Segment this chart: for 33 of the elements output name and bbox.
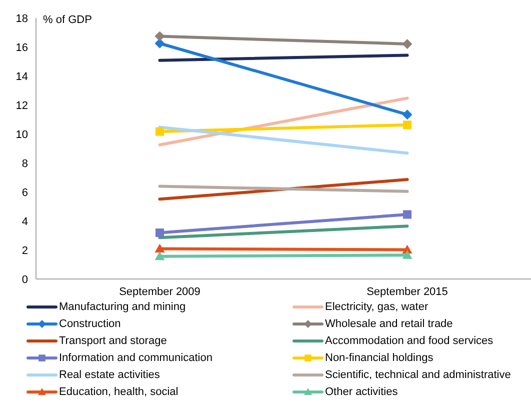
legend-label: Information and communication <box>59 352 212 364</box>
y-tick-label: 6 <box>22 186 28 199</box>
y-tick-label: 2 <box>22 244 28 257</box>
point <box>402 110 412 120</box>
y-tick-label: 18 <box>16 12 28 25</box>
legend-label: Accommodation and food services <box>325 334 494 346</box>
x-tick-label: September 2009 <box>119 286 200 298</box>
legend-label: Non-financial holdings <box>325 352 434 364</box>
legend-label: Manufacturing and mining <box>59 300 186 312</box>
point <box>154 38 165 48</box>
legend-label: Other activities <box>325 386 398 398</box>
y-tick-label: 0 <box>22 274 28 286</box>
legend-label: Transport and storage <box>59 334 167 346</box>
y-axis-title: % of GDP <box>43 14 92 26</box>
y-tick-label: 14 <box>16 70 28 83</box>
legend-label: Electricity, gas, water <box>325 300 428 312</box>
x-tick-label: September 2015 <box>366 286 448 298</box>
point <box>156 228 164 237</box>
y-tick-label: 10 <box>16 128 28 141</box>
legend-label: Wholesale and retail trade <box>325 318 453 330</box>
y-tick-label: 16 <box>16 42 28 54</box>
point <box>156 127 164 136</box>
point <box>402 38 412 49</box>
y-tick-label: 4 <box>22 216 28 228</box>
legend-label: Real estate activities <box>59 368 160 380</box>
y-tick-label: 12 <box>16 100 28 112</box>
legend-label: Scientific, technical and administrative <box>325 368 511 380</box>
y-tick-label: 8 <box>22 158 28 170</box>
point <box>403 120 412 130</box>
point <box>403 210 412 219</box>
point <box>154 31 165 42</box>
legend-label: Construction <box>59 318 121 330</box>
legend-label: Education, health, social <box>59 386 178 398</box>
